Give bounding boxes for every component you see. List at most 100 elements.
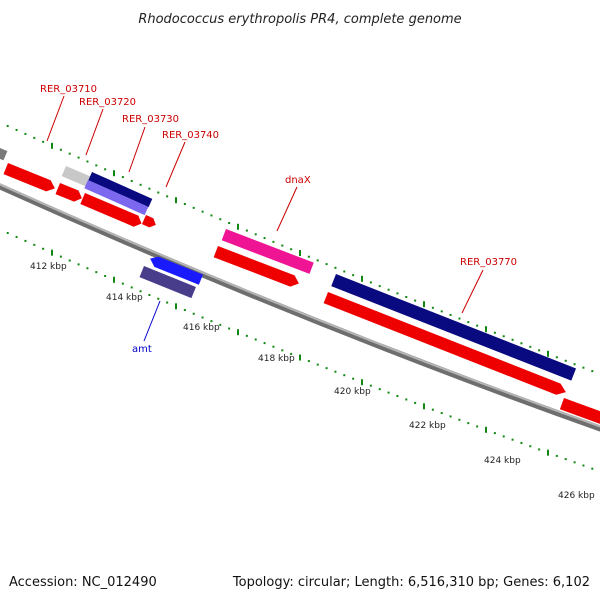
label-dnax[interactable]: dnaX — [285, 175, 311, 186]
minor-tick — [254, 338, 257, 341]
minor-tick — [254, 233, 257, 236]
minor-tick — [573, 363, 576, 366]
genome-summary-text: Topology: circular; Length: 6,516,310 bp… — [232, 575, 590, 590]
gene-rer-03770-navy[interactable] — [331, 274, 577, 381]
minor-tick — [352, 274, 355, 277]
gene-rer-03740-red[interactable] — [80, 193, 144, 229]
minor-tick — [272, 345, 275, 348]
position-label-424: 424 kbp — [484, 456, 521, 466]
minor-tick — [15, 128, 18, 131]
label-rer-03720[interactable]: RER_03720 — [79, 97, 136, 108]
minor-tick — [68, 259, 71, 262]
minor-tick — [334, 266, 337, 269]
minor-tick — [467, 422, 470, 425]
minor-tick — [458, 317, 461, 320]
minor-tick — [121, 282, 124, 285]
minor-tick — [183, 203, 186, 206]
major-tick — [113, 276, 115, 283]
page-title: Rhodococcus erythropolis PR4, complete g… — [138, 12, 461, 27]
minor-tick — [245, 334, 248, 337]
minor-tick — [148, 187, 151, 190]
minor-tick — [219, 323, 222, 326]
minor-tick — [476, 324, 479, 327]
minor-tick — [245, 229, 248, 232]
minor-tick — [290, 248, 293, 251]
major-tick — [299, 354, 301, 361]
label-amt[interactable]: amt — [132, 344, 152, 355]
minor-tick — [396, 395, 399, 398]
gene-rer-03730-navy[interactable] — [88, 172, 153, 208]
minor-tick — [449, 313, 452, 316]
minor-tick — [121, 176, 124, 179]
gene-rer-03720-grey[interactable] — [61, 166, 92, 188]
gene-left-edge-red[interactable] — [0, 158, 1, 172]
label-rer-03740[interactable]: RER_03740 — [162, 130, 219, 141]
label-rer-03730[interactable]: RER_03730 — [122, 114, 179, 125]
minor-tick — [449, 415, 452, 418]
gene-dnax-pink[interactable] — [221, 229, 314, 274]
minor-tick — [582, 366, 585, 369]
minor-tick — [440, 310, 443, 313]
minor-tick — [582, 464, 585, 467]
gene-rer-03770-red[interactable] — [323, 292, 568, 398]
major-tick — [175, 303, 177, 310]
major-tick — [113, 170, 115, 177]
gene-rer-03710-red[interactable] — [3, 163, 58, 194]
label-rer-03710[interactable]: RER_03710 — [40, 84, 97, 95]
minor-tick — [263, 342, 266, 345]
gene-amt-slate[interactable] — [139, 266, 196, 299]
minor-tick — [493, 432, 496, 435]
minor-tick — [201, 210, 204, 213]
minor-tick — [387, 391, 390, 394]
minor-tick — [130, 179, 133, 182]
minor-tick — [59, 148, 62, 151]
minor-tick — [520, 342, 523, 345]
gene-upper-left-dark-grey[interactable] — [0, 140, 8, 161]
minor-tick — [369, 281, 372, 284]
minor-tick — [325, 263, 328, 266]
gene-dnax-red[interactable] — [213, 246, 301, 289]
amt-leader-line — [143, 300, 161, 342]
minor-tick — [139, 290, 142, 293]
gene-rer-03720-red[interactable] — [55, 183, 85, 204]
label-rer-03770[interactable]: RER_03770 — [460, 257, 517, 268]
minor-tick — [86, 267, 89, 270]
minor-tick — [157, 297, 160, 300]
gene-amt-blue[interactable] — [148, 254, 203, 285]
minor-tick — [24, 239, 27, 242]
position-label-412: 412 kbp — [30, 262, 67, 272]
minor-tick — [166, 301, 169, 304]
minor-tick — [104, 274, 107, 277]
minor-tick — [263, 237, 266, 240]
minor-tick — [59, 255, 62, 258]
major-tick — [51, 142, 53, 149]
forward-tick-track — [6, 124, 594, 373]
minor-tick — [210, 214, 213, 217]
major-tick — [423, 403, 425, 410]
gene-rer-03730-lavender[interactable] — [84, 180, 149, 216]
minor-tick — [219, 218, 222, 221]
minor-tick — [502, 335, 505, 338]
gene-small-red[interactable] — [141, 215, 158, 229]
minor-tick — [316, 259, 319, 262]
minor-tick — [192, 206, 195, 209]
minor-tick — [431, 306, 434, 309]
minor-tick — [130, 286, 133, 289]
major-tick — [423, 301, 425, 308]
gene-right-edge-red[interactable] — [559, 398, 600, 430]
minor-tick — [573, 461, 576, 464]
accession-text: Accession: NC_012490 — [9, 575, 157, 590]
minor-tick — [414, 299, 417, 302]
major-tick — [299, 250, 301, 256]
minor-tick — [502, 435, 505, 438]
position-label-422: 422 kbp — [409, 421, 446, 431]
position-label-416: 416 kbp — [183, 323, 220, 333]
minor-tick — [325, 367, 328, 370]
minor-tick — [6, 231, 9, 234]
major-tick — [361, 275, 363, 282]
minor-tick — [387, 288, 390, 291]
minor-tick — [281, 349, 284, 352]
major-tick — [237, 329, 239, 336]
minor-tick — [555, 454, 558, 457]
